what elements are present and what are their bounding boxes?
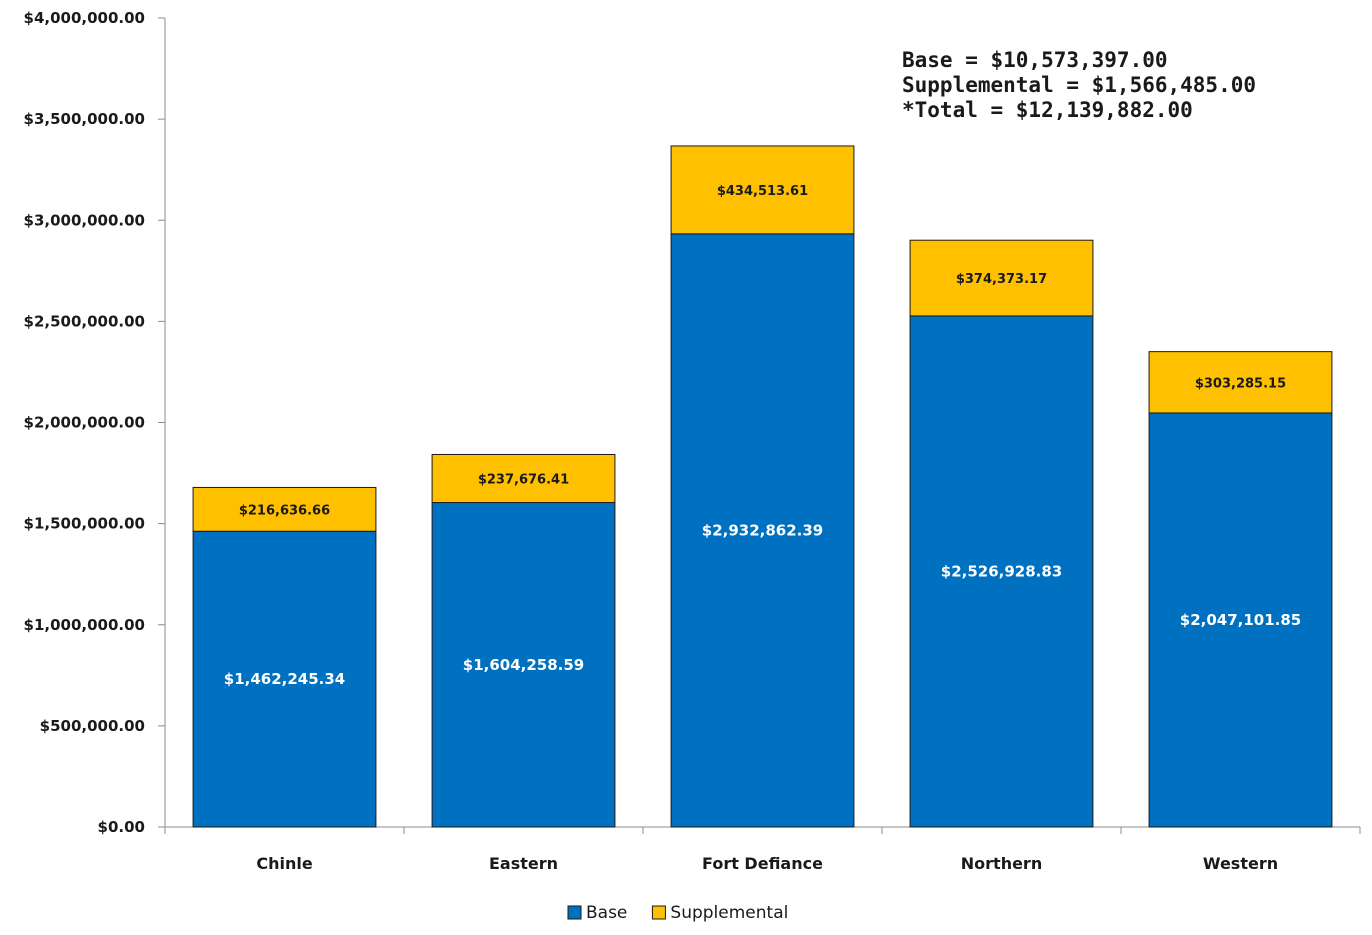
bar-supplemental-fort-defiance <box>670 145 855 235</box>
legend-swatch-supplemental <box>651 905 666 920</box>
data-label-supplemental: $237,676.41 <box>478 473 569 488</box>
bars: $1,462,245.34 $216,636.66 $1,604,258.59 $23… <box>192 145 1333 828</box>
y-tick-label: $3,500,000.00 <box>24 110 145 128</box>
bar-base-eastern <box>431 502 616 828</box>
totals-annotation: Base = $10,573,397.00 Supplemental = $1,… <box>902 48 1256 123</box>
y-tick-label: $2,000,000.00 <box>24 414 145 432</box>
y-axis: $0.00 $500,000.00 $1,000,000.00 $1,500,000.… <box>24 9 166 836</box>
x-category-label: Western <box>1203 854 1278 873</box>
y-tick-label: $500,000.00 <box>40 717 145 735</box>
y-tick-label: $1,500,000.00 <box>24 515 145 533</box>
annotation-base-total: Base = $10,573,397.00 <box>902 48 1168 72</box>
bar-base-chinle <box>192 530 377 828</box>
data-label-supplemental: $434,513.61 <box>717 184 808 199</box>
bar-supplemental-chinle <box>192 486 377 532</box>
bar-supplemental-eastern <box>431 453 616 504</box>
x-axis: Chinle Eastern Fort Defiance Northern Wester… <box>164 826 1361 873</box>
y-tick-label: $3,000,000.00 <box>24 211 145 229</box>
data-label-base: $2,047,101.85 <box>1180 611 1301 629</box>
data-label-supplemental: $216,636.66 <box>239 503 330 518</box>
data-label-base: $1,604,258.59 <box>463 656 584 674</box>
x-category-label: Eastern <box>489 854 558 873</box>
x-category-label: Chinle <box>256 854 312 873</box>
data-label-base: $1,462,245.34 <box>224 670 345 688</box>
data-label-base: $2,932,862.39 <box>702 521 823 539</box>
y-tick-label: $1,000,000.00 <box>24 616 145 634</box>
bar-base-western <box>1148 412 1333 828</box>
y-tick-label: $0.00 <box>98 818 145 836</box>
legend-label-supplemental: Supplemental <box>670 903 788 923</box>
bar-base-fort-defiance <box>670 233 855 828</box>
legend-swatch-base <box>567 905 582 920</box>
data-label-supplemental: $303,285.15 <box>1195 376 1286 391</box>
y-tick-label: $2,500,000.00 <box>24 312 145 330</box>
data-label-supplemental: $374,373.17 <box>956 272 1047 287</box>
legend-label-base: Base <box>586 903 627 923</box>
annotation-supplemental-total: Supplemental = $1,566,485.00 <box>902 73 1257 97</box>
y-tick-label: $4,000,000.00 <box>24 9 145 27</box>
x-category-label: Fort Defiance <box>702 854 823 873</box>
data-label-base: $2,526,928.83 <box>941 562 1062 580</box>
bar-supplemental-western <box>1148 351 1333 414</box>
legend: Base Supplemental <box>567 903 788 923</box>
x-category-label: Northern <box>961 854 1042 873</box>
annotation-grand-total: *Total = $12,139,882.00 <box>902 98 1193 122</box>
bar-supplemental-northern <box>909 239 1094 317</box>
